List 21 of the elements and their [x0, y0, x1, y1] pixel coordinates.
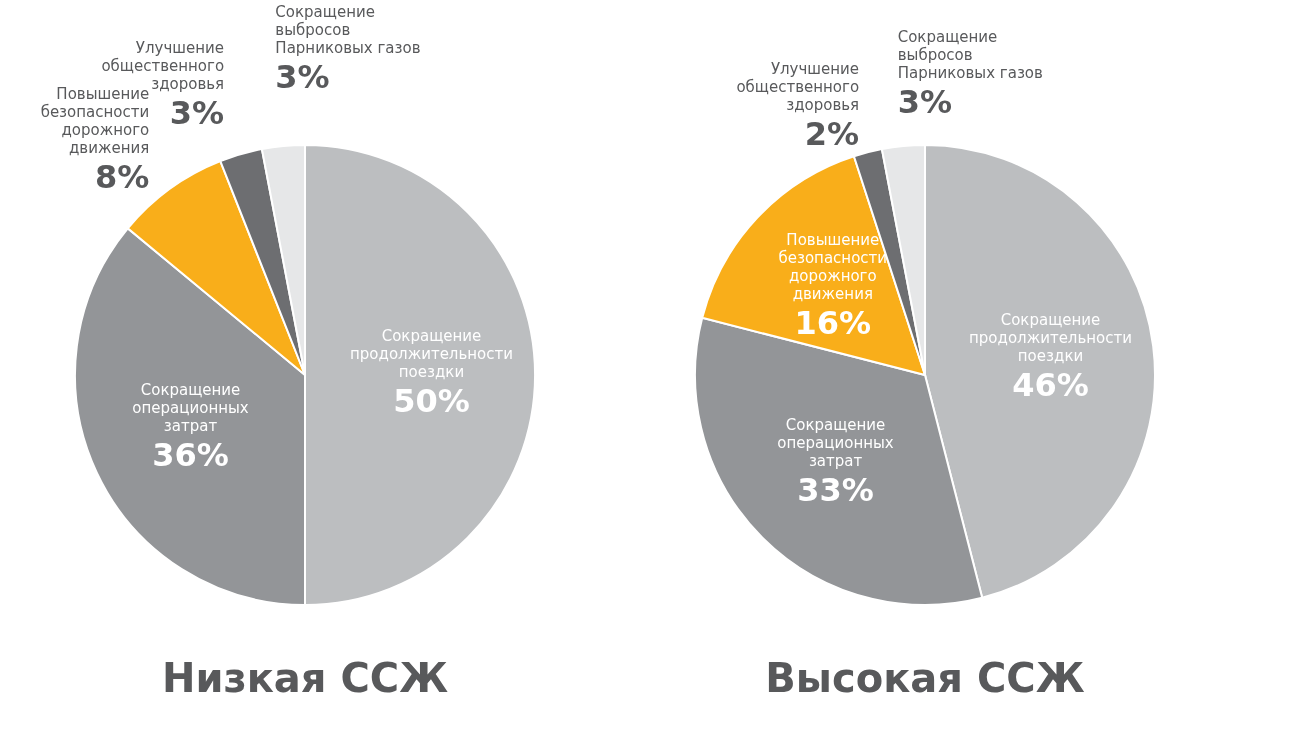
data-label: 16% — [794, 304, 872, 343]
text: Низкая ССЖ — [161, 655, 449, 701]
slice-label: Повышение безопасности дорожного движения — [40, 84, 150, 157]
data-label: 3% — [275, 58, 330, 97]
slice-label: Сокращение выбросов Парниковых газов — [897, 28, 1043, 83]
slice-label: Сокращение выбросов Парниковых газов — [275, 3, 421, 58]
slice-label: Сокращение продолжительности поездки — [968, 311, 1133, 366]
data-label: 50% — [393, 382, 470, 420]
data-label: 36% — [152, 435, 229, 474]
slice-label: Сокращение операционных затрат — [132, 380, 249, 435]
data-label: 33% — [797, 471, 874, 510]
data-label: 3% — [897, 83, 953, 122]
data-label: 8% — [94, 157, 150, 196]
text: Высокая ССЖ — [765, 655, 1085, 701]
data-label: 46% — [1012, 366, 1089, 405]
slice-label: Сокращение операционных затрат — [777, 416, 894, 471]
slice-label: Сокращение продолжительности поездки — [349, 327, 514, 381]
data-label: 2% — [804, 115, 860, 154]
slice-label: Улучшение общественного здоровья — [736, 60, 860, 115]
slice-label: Повышение безопасности дорожного движения — [778, 231, 888, 304]
data-label: 3% — [169, 93, 225, 132]
